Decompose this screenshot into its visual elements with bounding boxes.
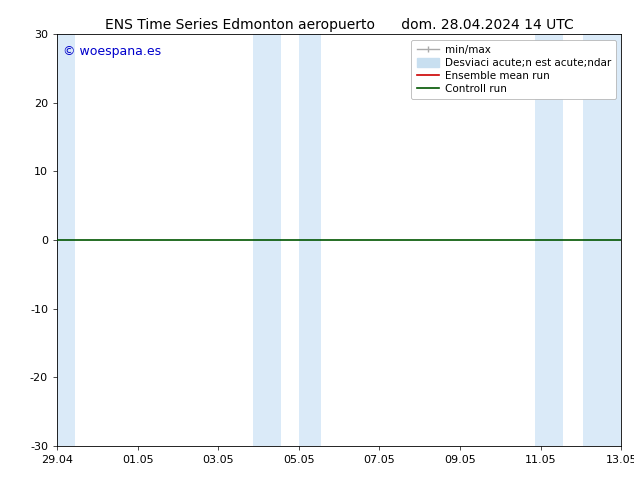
Bar: [583, 34, 623, 446]
Bar: [252, 34, 281, 446]
Legend: min/max, Desviaci acute;n est acute;ndar, Ensemble mean run, Controll run: min/max, Desviaci acute;n est acute;ndar…: [411, 40, 616, 99]
Bar: [299, 34, 321, 446]
Title: ENS Time Series Edmonton aeropuerto      dom. 28.04.2024 14 UTC: ENS Time Series Edmonton aeropuerto dom.…: [105, 18, 574, 32]
Bar: [55, 34, 75, 446]
Text: © woespana.es: © woespana.es: [63, 45, 161, 58]
Bar: [534, 34, 563, 446]
